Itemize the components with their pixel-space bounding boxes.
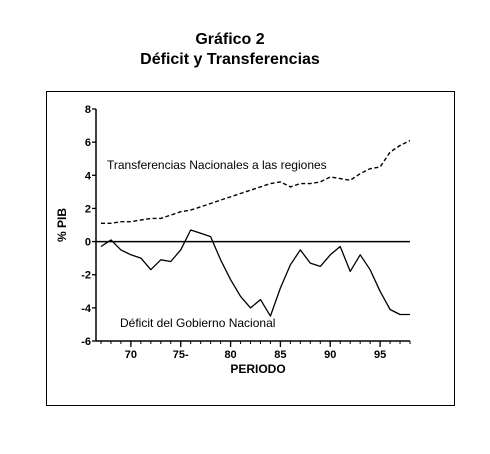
y-tick-label: 8	[85, 104, 91, 116]
y-tick-label: -6	[81, 336, 91, 348]
y-tick-label: 6	[85, 137, 91, 149]
deficit-annotation: Déficit del Gobierno Nacional	[120, 316, 275, 330]
y-tick-label: 0	[85, 237, 91, 249]
deficit-series-line	[100, 229, 410, 317]
x-tick-label: 90	[324, 349, 336, 361]
chart-marks	[96, 139, 411, 317]
y-tick-label: -4	[81, 303, 92, 315]
x-tick-label: 70	[125, 349, 137, 361]
x-axis-title: PERIODO	[230, 362, 285, 376]
x-tick-label: 75-	[173, 349, 189, 361]
y-axis-title: % PIB	[55, 208, 69, 242]
x-tick-label: 95	[374, 349, 386, 361]
chart-axes	[92, 108, 411, 347]
chart-labels: -6 -4 -2 0 2 4 6 8 70 75- 80 85 90 95 Transferencias N…	[55, 104, 386, 376]
y-tick-label: 4	[85, 170, 92, 182]
transferencias-series-line	[101, 139, 411, 225]
x-tick-label: 80	[224, 349, 236, 361]
x-tick-label: 85	[274, 349, 286, 361]
transferencias-annotation: Transferencias Nacionales a las regiones	[107, 158, 327, 172]
y-tick-label: -2	[81, 270, 91, 282]
chart-frame	[46, 91, 455, 406]
chart-subtitle: Déficit y Transferencias	[140, 51, 320, 68]
chart-title: Gráfico 2	[195, 31, 265, 48]
y-tick-label: 2	[85, 203, 91, 215]
